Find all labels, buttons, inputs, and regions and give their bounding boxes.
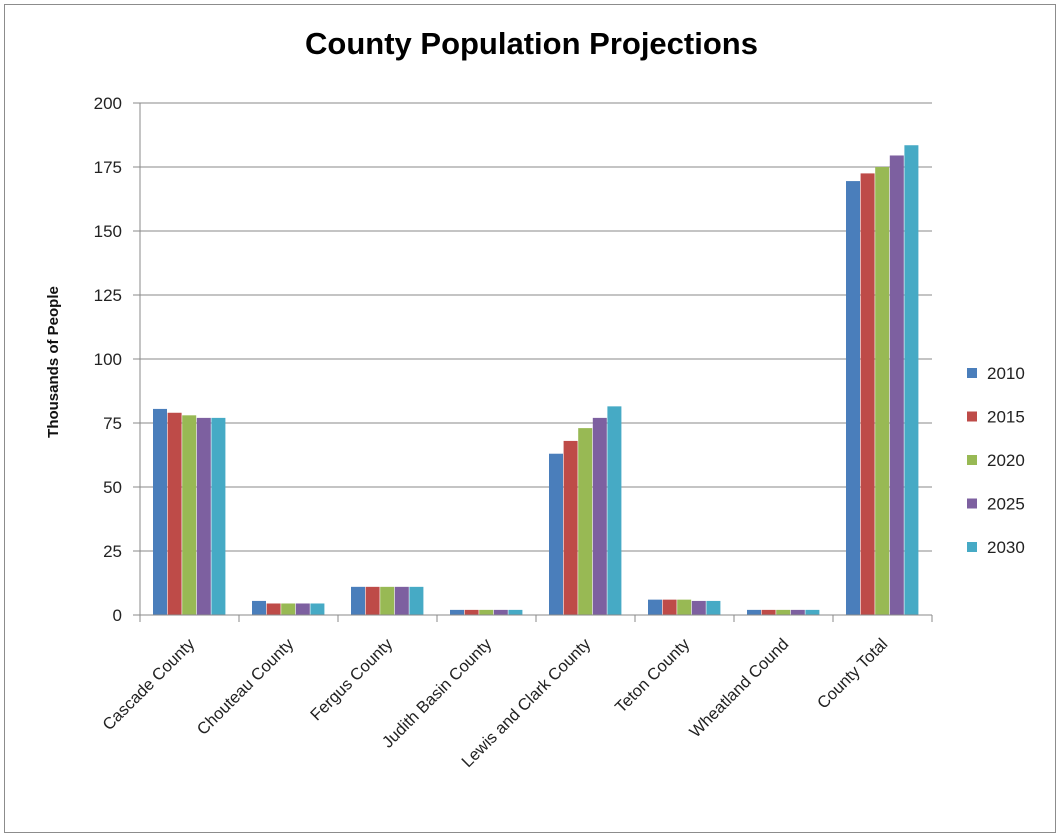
y-tick-label: 200 [94,94,122,113]
bar [281,603,296,615]
bar [464,609,479,615]
bar [761,609,776,615]
x-category-label: Judith Basin County [379,635,496,752]
bar [889,155,904,616]
bar [578,428,593,615]
legend-label: 2015 [987,408,1025,427]
bar [450,609,464,615]
bar [409,586,424,615]
bars [153,145,919,616]
y-tick-labels: 0 25 50 75 100 125 150 175 200 [94,94,122,625]
legend-label: 2020 [987,451,1025,470]
legend-swatch [967,542,977,552]
bar [592,417,607,615]
y-tick-label: 75 [103,414,122,433]
bar [211,417,226,615]
bar [904,145,919,616]
x-category-label: Wheatland Cound [686,635,792,741]
x-category-label: Chouteau County [194,635,298,739]
y-tick-label: 50 [103,478,122,497]
bar [662,599,677,615]
bar [805,609,820,615]
bar [182,415,197,615]
bar [493,609,508,615]
legend: 2010 2015 2020 2025 2030 [967,364,1025,557]
y-tick-label: 175 [94,158,122,177]
y-tick-label: 100 [94,350,122,369]
legend-swatch [967,498,977,509]
legend-label: 2025 [987,495,1025,514]
x-category-label: Teton County [612,635,694,717]
bar [310,603,325,615]
bar [479,609,494,615]
bar [549,453,563,615]
bar [790,609,805,615]
bar [607,406,622,615]
x-category-label: Cascade County [99,635,199,735]
bar [196,417,211,615]
bar [648,599,662,615]
chart-title: County Population Projections [305,26,758,61]
bar [563,440,578,615]
bar [295,603,310,615]
bar [153,408,167,615]
gridlines [140,102,932,552]
bar [706,600,721,615]
bar [508,609,523,615]
bar [252,600,266,615]
bar [365,586,380,615]
bar [380,586,395,615]
axes [133,102,933,622]
bar [846,181,860,615]
y-tick-label: 25 [103,542,122,561]
bar [691,600,706,615]
bar [167,412,182,615]
legend-swatch [967,455,977,465]
bar [266,603,281,615]
y-tick-label: 150 [94,222,122,241]
y-tick-label: 0 [113,606,122,625]
x-category-label: Fergus County [307,635,397,725]
bar [776,609,791,615]
bar [677,599,692,615]
y-tick-label: 125 [94,286,122,305]
bar [747,609,761,615]
legend-label: 2010 [987,364,1025,383]
x-category-label: County Total [814,635,891,712]
y-axis-label: Thousands of People [45,286,62,438]
bar [860,173,875,615]
legend-label: 2030 [987,538,1025,557]
legend-swatch [967,411,977,422]
bar [351,586,365,615]
bar [394,586,409,615]
legend-swatch [967,368,977,378]
bar [875,167,890,615]
